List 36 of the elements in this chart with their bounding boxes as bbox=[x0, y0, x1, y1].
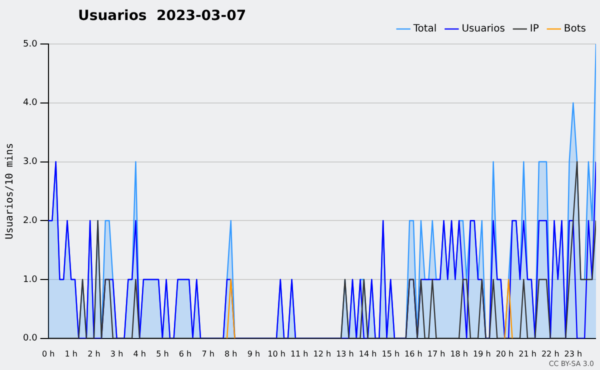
x-tick-label: 8 h bbox=[224, 349, 238, 358]
x-tick-label: 17 h bbox=[427, 349, 446, 358]
x-tick-label: 4 h bbox=[133, 349, 146, 358]
y-tick-label: 1.0 bbox=[22, 274, 38, 285]
y-tick-label: 3.0 bbox=[22, 157, 38, 168]
x-tick-label: 0 h bbox=[42, 349, 55, 358]
x-tick-label: 10 h bbox=[268, 349, 286, 358]
x-tick-label: 12 h bbox=[313, 349, 332, 358]
legend-label: Total bbox=[412, 24, 437, 35]
x-tick-label: 7 h bbox=[202, 349, 214, 358]
x-tick-label: 11 h bbox=[290, 349, 308, 358]
x-tick-label: 6 h bbox=[178, 349, 192, 358]
x-tick-label: 22 h bbox=[541, 349, 560, 358]
x-tick-label: 15 h bbox=[382, 349, 400, 358]
y-tick-label: 4.0 bbox=[22, 98, 38, 108]
x-tick-label: 9 h bbox=[247, 349, 260, 358]
x-tick-label: 23 h bbox=[564, 349, 582, 358]
legend-label: IP bbox=[530, 24, 539, 35]
y-tick-label: 2.0 bbox=[22, 216, 38, 226]
x-tick-label: 16 h bbox=[404, 349, 422, 358]
x-tick-label: 19 h bbox=[473, 349, 491, 358]
x-tick-label: 18 h bbox=[450, 349, 468, 358]
y-tick-label: 0.0 bbox=[22, 334, 38, 344]
y-tick-label: 5.0 bbox=[22, 39, 38, 50]
chart-title: Usuarios 2023-03-07 bbox=[78, 8, 246, 24]
x-tick-label: 13 h bbox=[336, 349, 354, 358]
y-axis-title: Usuarios/10 mins bbox=[4, 143, 16, 240]
x-tick-label: 5 h bbox=[156, 349, 169, 358]
x-tick-label: 14 h bbox=[358, 349, 377, 358]
legend-label: Bots bbox=[564, 24, 586, 35]
x-tick-label: 3 h bbox=[110, 349, 124, 358]
x-tick-label: 20 h bbox=[496, 349, 514, 358]
x-tick-label: 2 h bbox=[88, 349, 100, 358]
x-tick-label: 1 h bbox=[64, 349, 78, 358]
x-tick-label: 21 h bbox=[518, 349, 536, 358]
legend-label: Usuarios bbox=[462, 24, 505, 35]
